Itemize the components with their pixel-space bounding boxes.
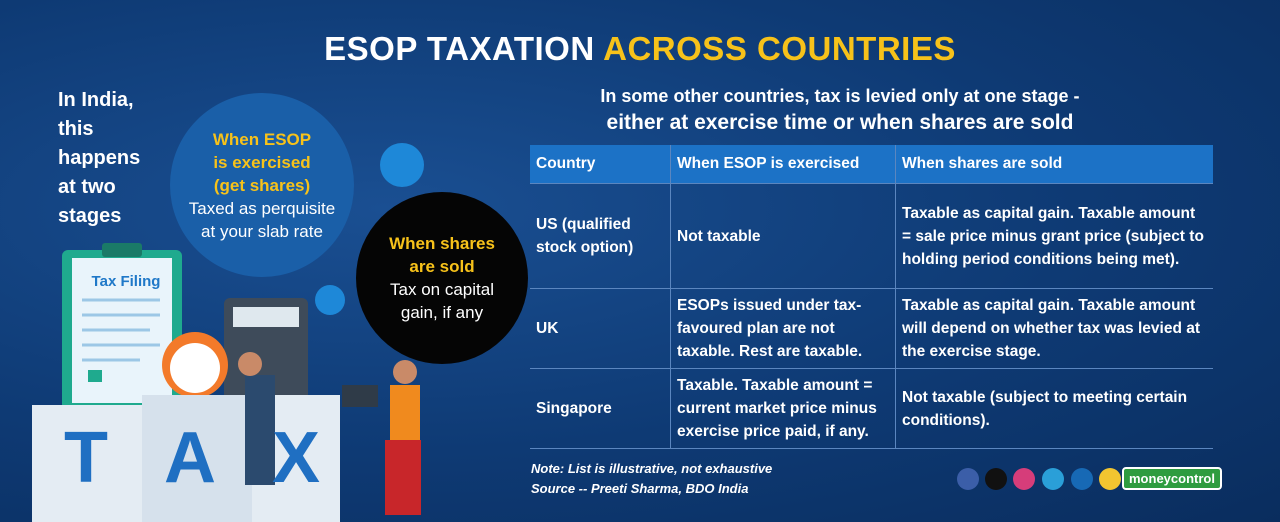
person-man (245, 375, 275, 485)
icon (1042, 468, 1064, 490)
title-text: ESOP TAXATION (324, 30, 595, 67)
person-head (393, 360, 417, 384)
stage2-heading: When shares are sold (389, 234, 495, 276)
checkbox (88, 370, 102, 382)
block (32, 405, 142, 522)
table-cell: Taxable as capital gain. Taxable amount … (895, 288, 1213, 369)
note: Note: List is illustrative, not exhausti… (531, 461, 773, 476)
illustration: Tax Filing T A X (32, 143, 424, 522)
other-intro: In some other countries, tax is levied o… (600, 86, 1080, 106)
header-row: Country When ESOP is exercised When shar… (530, 145, 1213, 184)
calculator-screen (233, 307, 299, 327)
clipboard-label: Tax Filing (92, 273, 161, 290)
paper-lines (82, 298, 160, 362)
laptop (342, 385, 378, 407)
brand: moneycontrol (1122, 467, 1222, 490)
column-header: When shares are sold (895, 145, 1213, 184)
block-letter: X (272, 418, 320, 498)
icon (1071, 468, 1093, 490)
stage2-text: Tax on capital gain, if any (390, 280, 494, 322)
column-header: When ESOP is exercised (670, 145, 896, 184)
person-legs (385, 440, 421, 515)
icon (985, 468, 1007, 490)
stage1-text: Taxed as perquisite at your slab rate (188, 198, 336, 241)
stage2-bubble: When shares are sold Tax on capital gain… (356, 192, 528, 364)
stage1-bubble: When ESOP is exercised (get shares) Taxe… (170, 93, 354, 277)
clock-face (170, 343, 220, 393)
icon (1013, 468, 1035, 490)
icon (957, 468, 979, 490)
source: Source -- Preeti Sharma, BDO India (531, 481, 749, 496)
country-cell: UK (536, 320, 559, 337)
country-cell: US (qualified stock option) (536, 216, 634, 256)
table-cell: Not taxable (670, 183, 896, 289)
country-cell: Singapore (536, 400, 612, 417)
social-icons (957, 468, 1121, 490)
other-intro2: either at exercise time or when shares a… (606, 111, 1074, 134)
table-row: UK ESOPs issued under tax-favoured plan a… (530, 288, 1213, 369)
person-head (238, 352, 262, 376)
deco-circle (380, 143, 424, 187)
india-intro: In India, this happens at two stages (58, 89, 141, 227)
deco-circle (315, 285, 345, 315)
stage1-heading: When ESOP is exercised (get shares) (212, 129, 312, 195)
block (142, 395, 252, 522)
table-body: US (qualified stock option) Not taxable Ta… (530, 183, 1213, 449)
table-row: US (qualified stock option) Not taxable Ta… (530, 183, 1213, 289)
icon (1099, 468, 1121, 490)
clipboard-clip (102, 243, 142, 257)
table-cell: ESOPs issued under tax-favoured plan are… (670, 288, 896, 369)
title-highlight: ACROSS COUNTRIES (603, 30, 956, 67)
tax-table: Country When ESOP is exercised When shar… (530, 145, 1213, 449)
table-row: Singapore Taxable. Taxable amount = curre… (530, 368, 1213, 449)
block-letter: A (164, 418, 216, 498)
title: ESOP TAXATION ACROSS COUNTRIES (0, 30, 1280, 68)
table-cell: Taxable. Taxable amount = current market… (670, 368, 896, 449)
block-letter: T (64, 418, 108, 498)
column-header: Country (530, 145, 671, 184)
table-cell: Not taxable (subject to meeting certain … (895, 368, 1213, 449)
table-cell: Taxable as capital gain. Taxable amount … (895, 183, 1213, 289)
